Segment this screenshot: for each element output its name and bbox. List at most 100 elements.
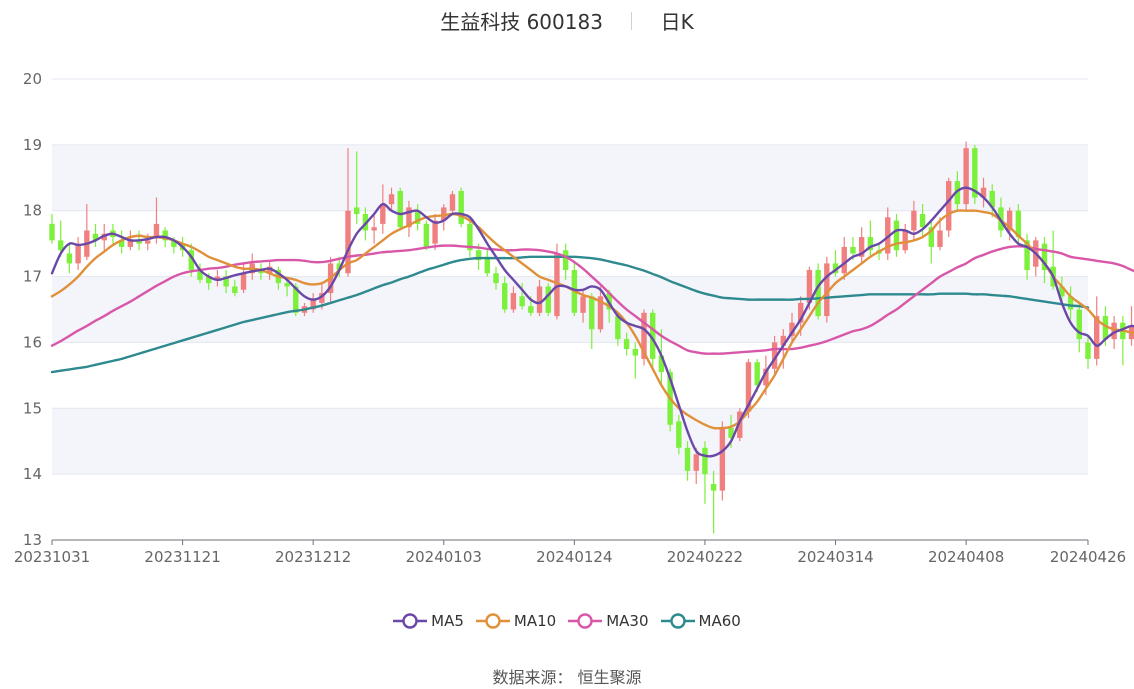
candle-body: [554, 253, 560, 317]
candle-body: [214, 276, 221, 280]
candle-body: [171, 240, 177, 247]
candle-body: [1076, 309, 1082, 340]
candle-body: [946, 181, 952, 231]
x-tick-label: 20231212: [275, 548, 351, 566]
candle-body: [510, 293, 517, 310]
candle-body: [1102, 316, 1109, 340]
candle-body: [345, 210, 351, 274]
candle-body: [441, 207, 447, 221]
candle-body: [745, 362, 752, 412]
candle-body: [919, 214, 926, 228]
candle-body: [885, 217, 891, 254]
x-tick-label: 20240124: [536, 548, 612, 566]
candle-body: [867, 237, 874, 251]
candle-body: [49, 223, 55, 241]
legend-item-ma60[interactable]: MA60: [660, 612, 741, 630]
legend-marker-icon: [475, 613, 510, 629]
x-tick-label: 20240103: [406, 548, 482, 566]
title-separator: [631, 11, 633, 30]
candle-body: [519, 296, 525, 307]
source-label: 数据来源：: [492, 668, 573, 687]
x-tick-label: 20231031: [14, 548, 90, 566]
legend-label: MA5: [431, 612, 464, 630]
candle-body: [136, 240, 142, 244]
candle-body: [449, 194, 456, 211]
moving-average-lines: [50, 186, 1134, 458]
candle-body: [928, 227, 934, 247]
candle-body: [710, 484, 717, 491]
legend-label: MA60: [698, 612, 741, 630]
candle-body: [484, 256, 490, 274]
candle-body: [92, 233, 99, 241]
candle-body: [1059, 286, 1065, 297]
candle-body: [310, 299, 316, 310]
candle-body: [284, 283, 290, 287]
x-tick-label: 20231121: [144, 548, 220, 566]
y-tick-label: 15: [23, 399, 42, 417]
candle-body: [562, 250, 569, 270]
legend-marker-icon: [660, 613, 695, 629]
candle-body: [719, 428, 726, 491]
legend-marker-icon: [568, 613, 603, 629]
candle-body: [1111, 322, 1117, 340]
candle-body: [1015, 210, 1022, 238]
candles: [49, 141, 1134, 534]
candle-body: [832, 263, 839, 274]
candle-body: [972, 148, 978, 198]
y-tick-label: 18: [23, 202, 42, 220]
candle-body: [266, 266, 273, 274]
chart-title: 生益科技 600183 日K: [0, 6, 1134, 35]
candle-body: [536, 286, 543, 313]
candle-body: [458, 190, 464, 224]
candle-body: [937, 230, 943, 247]
candle-body: [545, 286, 551, 313]
candle-body: [502, 283, 508, 310]
candle-body: [101, 233, 107, 241]
legend-item-ma10[interactable]: MA10: [475, 612, 556, 630]
candle-body: [754, 362, 760, 386]
x-tick-label: 20240426: [1050, 548, 1126, 566]
candle-body: [641, 312, 647, 359]
x-tick-label: 20240408: [928, 548, 1004, 566]
legend-label: MA30: [606, 612, 649, 630]
candle-body: [240, 273, 247, 290]
candle-body: [153, 223, 160, 238]
candle-body: [162, 230, 168, 241]
candle-body: [737, 411, 743, 438]
candle-body: [1094, 316, 1100, 359]
candle-body: [771, 342, 778, 369]
candle-body: [388, 194, 395, 205]
candle-body: [798, 302, 804, 323]
legend-item-ma5[interactable]: MA5: [393, 612, 464, 630]
legend: MA5 MA10 MA30 MA60: [0, 612, 1134, 634]
candle-body: [1085, 342, 1091, 359]
candle-body: [493, 273, 499, 284]
candle-body: [414, 210, 421, 224]
legend-marker-icon: [393, 613, 428, 629]
x-axis: 20231031 20231121 20231212 20240103 20240124…: [14, 539, 1126, 566]
candle-body: [806, 269, 813, 303]
period-label[interactable]: 日K: [660, 10, 694, 34]
plot-band: [52, 144, 1088, 211]
candle-body: [528, 306, 534, 313]
candle-body: [258, 269, 264, 274]
candle-body: [841, 246, 847, 274]
candle-body: [1041, 243, 1048, 270]
legend-item-ma30[interactable]: MA30: [568, 612, 649, 630]
candle-body: [815, 269, 821, 317]
y-tick-label: 20: [23, 70, 42, 88]
candle-body: [58, 240, 64, 251]
candle-body: [676, 421, 682, 448]
candle-body: [702, 447, 708, 475]
candle-body: [824, 263, 830, 317]
candle-body: [858, 237, 865, 257]
ma5-line: [50, 186, 1134, 458]
y-tick-label: 14: [23, 465, 42, 483]
candle-body: [336, 263, 342, 270]
candle-body: [980, 187, 987, 198]
candle-body: [580, 296, 586, 313]
candle-body: [893, 220, 900, 251]
y-axis-ticks: 13 14 15 16 17 18 19 20: [23, 70, 42, 549]
candle-body: [989, 190, 995, 208]
candle-body: [118, 240, 125, 247]
